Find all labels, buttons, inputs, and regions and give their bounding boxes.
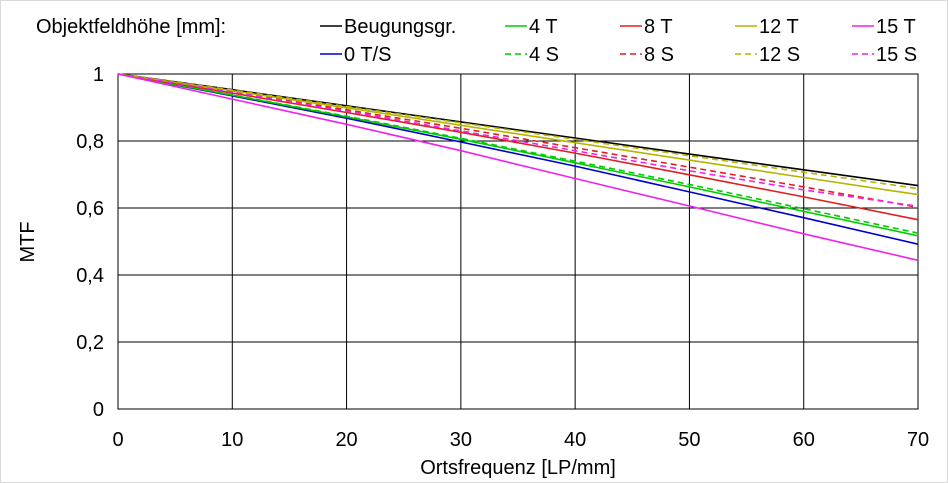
legend-items: Beugungsgr. 4 T 8 T 12 T 15 T 0 T/S 4 S 8 S 12 S…: [320, 16, 917, 66]
series-line-8-t: [117, 73, 919, 221]
legend-label: 8 T: [644, 16, 673, 38]
legend-label: 4 T: [529, 16, 558, 38]
x-tick-labels: 0 10 20 30 40 50 60 70: [112, 429, 929, 451]
x-tick-label: 70: [907, 429, 929, 451]
x-axis-title: Ortsfrequenz [LP/mm]: [420, 457, 616, 479]
legend-label: 8 S: [644, 44, 674, 66]
y-tick-label: 0,6: [76, 198, 104, 220]
series-line-4-s: [117, 73, 919, 234]
y-tick-label: 1: [93, 64, 104, 86]
series-line-12-s: [117, 73, 919, 190]
legend-label: 4 S: [529, 44, 559, 66]
series-line-15-t: [117, 73, 919, 262]
y-tick-label: 0: [93, 399, 104, 421]
y-tick-labels: 0 0,2 0,4 0,6 0,8 1: [76, 64, 104, 421]
legend: Objektfeldhöhe [mm]: Beugungsgr. 4 T 8 T 12…: [36, 16, 917, 66]
series-lines: [117, 73, 919, 262]
legend-label: 15 S: [876, 44, 917, 66]
x-tick-label: 50: [678, 429, 700, 451]
legend-label: 12 T: [759, 16, 799, 38]
legend-label: 0 T/S: [344, 44, 391, 66]
legend-label: Beugungsgr.: [344, 16, 456, 38]
x-tick-label: 20: [335, 429, 357, 451]
x-tick-label: 30: [450, 429, 472, 451]
y-axis-title: MTF: [17, 221, 39, 262]
x-tick-label: 10: [221, 429, 243, 451]
x-tick-label: 40: [564, 429, 586, 451]
y-tick-label: 0,4: [76, 265, 104, 287]
legend-label: 12 S: [759, 44, 800, 66]
series-line-15-s: [117, 73, 919, 208]
y-tick-label: 0,8: [76, 131, 104, 153]
legend-title: Objektfeldhöhe [mm]:: [36, 16, 226, 38]
legend-label: 15 T: [876, 16, 916, 38]
y-tick-label: 0,2: [76, 332, 104, 354]
plot-area-frame: [117, 73, 919, 410]
x-tick-label: 0: [112, 429, 123, 451]
x-tick-label: 60: [793, 429, 815, 451]
